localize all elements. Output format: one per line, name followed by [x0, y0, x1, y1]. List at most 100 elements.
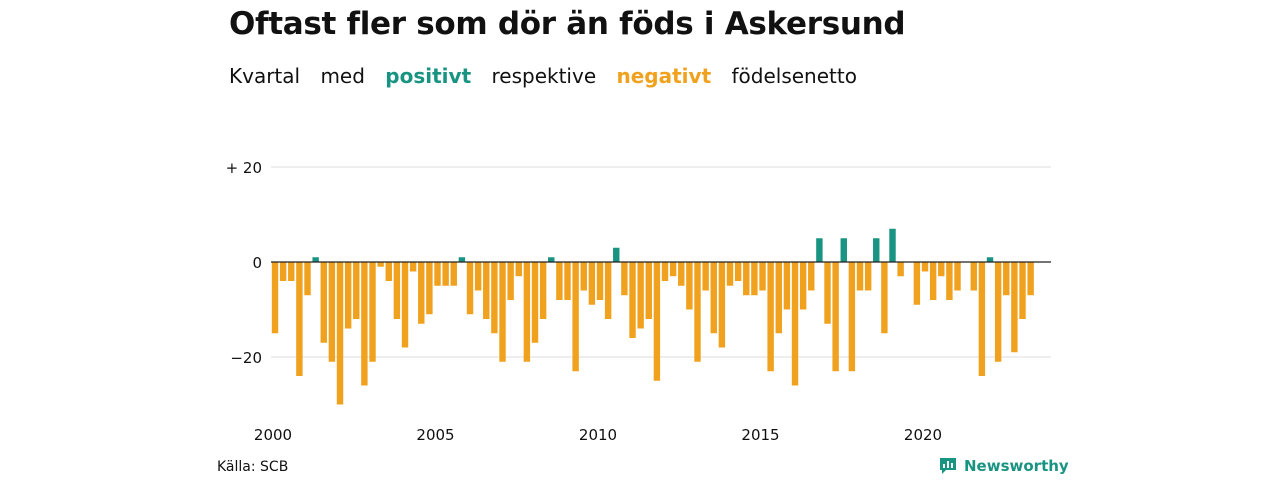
- bar: [474, 262, 482, 291]
- bar: [296, 262, 303, 376]
- bar: [694, 262, 701, 362]
- bar: [799, 262, 807, 310]
- bar: [686, 262, 693, 310]
- bar: [458, 257, 466, 262]
- bar: [848, 262, 856, 372]
- subtitle-positive: positivt: [385, 64, 472, 88]
- brand-name: Newsworthy: [964, 457, 1069, 475]
- bar: [921, 262, 929, 272]
- x-tick-label: 2020: [904, 426, 942, 444]
- bar: [678, 262, 685, 286]
- bar: [548, 257, 555, 262]
- bar: [840, 238, 847, 262]
- bar: [864, 262, 872, 291]
- bar: [986, 257, 994, 262]
- bar: [751, 262, 758, 296]
- source-note: Källa: SCB: [217, 459, 289, 475]
- bar: [580, 262, 587, 291]
- bar: [556, 262, 563, 300]
- bar: [369, 262, 376, 362]
- bar: [523, 262, 531, 362]
- bar: [702, 262, 709, 291]
- bar: [645, 262, 652, 319]
- bar: [637, 262, 644, 329]
- bar: [426, 262, 433, 315]
- x-tick-label: 2015: [741, 426, 779, 444]
- bar: [466, 262, 474, 315]
- chart-subtitle: Kvartal med positivt respektive negativt…: [229, 64, 871, 88]
- bar: [377, 262, 384, 267]
- bar: [1027, 262, 1034, 296]
- bar: [1003, 262, 1010, 296]
- bar: [783, 262, 791, 310]
- bar: [499, 262, 506, 362]
- bar: [661, 262, 669, 281]
- bar: [653, 262, 661, 381]
- bar: [450, 262, 457, 286]
- bar: [994, 262, 1002, 362]
- bar: [572, 262, 579, 372]
- bar: [515, 262, 522, 277]
- bar: [604, 262, 612, 319]
- bar: [881, 262, 888, 334]
- y-tick-label: + 20: [226, 159, 262, 177]
- bar: [353, 262, 360, 319]
- bar: [759, 262, 766, 291]
- bar: [621, 262, 628, 296]
- bar: [442, 262, 449, 286]
- bar: [718, 262, 726, 348]
- bar: [734, 262, 742, 281]
- bar: [304, 262, 311, 296]
- bar: [824, 262, 831, 324]
- bar: [816, 238, 823, 262]
- bar: [393, 262, 401, 319]
- bar: [409, 262, 417, 272]
- bar: [978, 262, 986, 376]
- newsworthy-logo-icon: [940, 458, 956, 474]
- bar: [946, 262, 953, 300]
- bar: [596, 262, 604, 300]
- bar: [344, 262, 352, 329]
- bar: [929, 262, 937, 300]
- bar: [401, 262, 409, 348]
- bar: [743, 262, 750, 296]
- subtitle-word-with: med: [320, 64, 365, 88]
- bar: [832, 262, 839, 372]
- subtitle-word-quarter: Kvartal: [229, 64, 301, 88]
- bar: [613, 247, 620, 262]
- bar: [418, 262, 425, 324]
- bar: [1019, 262, 1026, 319]
- bar: [312, 257, 319, 262]
- bar: [483, 262, 490, 319]
- bar: [954, 262, 961, 291]
- bar: [434, 262, 441, 286]
- bar: [539, 262, 547, 319]
- bar: [873, 238, 880, 262]
- bar: [507, 262, 514, 300]
- bar: [669, 262, 677, 277]
- bar: [913, 262, 921, 305]
- x-tick-label: 2000: [254, 426, 292, 444]
- bar: [808, 262, 815, 291]
- bar: [791, 262, 799, 386]
- x-tick-label: 2005: [416, 426, 454, 444]
- bar: [328, 262, 336, 362]
- bar: [938, 262, 945, 277]
- bar: [970, 262, 977, 291]
- bar: [491, 262, 498, 334]
- bar: [588, 262, 596, 305]
- x-tick-label: 2010: [579, 426, 617, 444]
- bar: [271, 262, 279, 334]
- bar: [767, 262, 774, 372]
- bar: [889, 228, 896, 262]
- bar: [775, 262, 782, 334]
- bar: [1011, 262, 1018, 353]
- y-tick-label: 0: [252, 254, 262, 272]
- bar: [361, 262, 368, 386]
- subtitle-word-netto: födelsenetto: [731, 64, 857, 88]
- bar: [288, 262, 295, 281]
- chart-title: Oftast fler som dör än föds i Askersund: [229, 6, 906, 42]
- bar: [279, 262, 287, 281]
- bar: [564, 262, 571, 300]
- brand[interactable]: Newsworthy: [938, 456, 1069, 476]
